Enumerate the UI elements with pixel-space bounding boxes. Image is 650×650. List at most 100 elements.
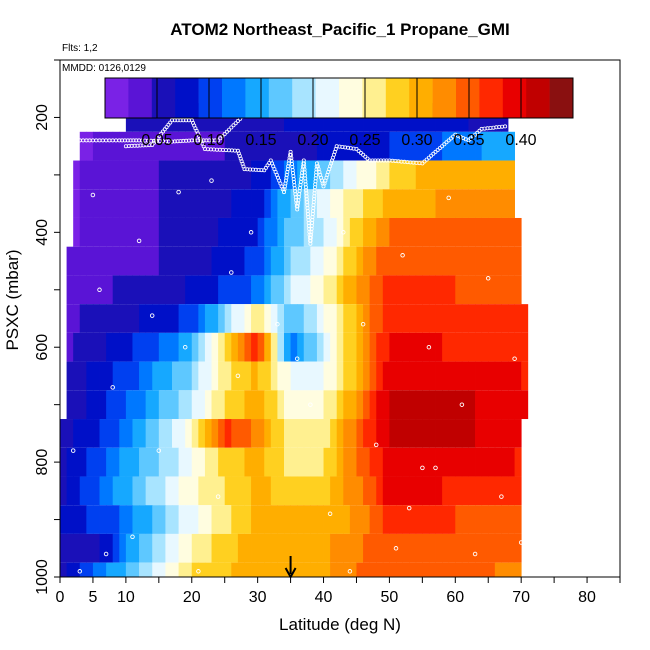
heatmap-cell (369, 390, 377, 420)
heatmap-cell (139, 217, 147, 247)
track-point (233, 121, 238, 126)
heatmap-cell (442, 246, 450, 276)
heatmap-cell (277, 332, 285, 362)
heatmap-cell (501, 217, 509, 247)
heatmap-cell (494, 131, 502, 161)
heatmap-cell (60, 562, 67, 577)
heatmap-cell (106, 160, 114, 190)
heatmap-cell (468, 217, 476, 247)
heatmap-cell (501, 361, 509, 391)
heatmap-cell (106, 476, 114, 506)
heatmap-cell (514, 246, 522, 276)
heatmap-cell (448, 332, 456, 362)
heatmap-cell (270, 562, 278, 577)
heatmap-cell (185, 189, 193, 218)
heatmap-cell (409, 332, 417, 362)
heatmap-cell (158, 246, 166, 276)
heatmap-cell (172, 131, 179, 161)
heatmap-cell (152, 390, 160, 420)
heatmap-cell (277, 361, 285, 391)
heatmap-cell (343, 217, 351, 247)
heatmap-cell (468, 390, 476, 420)
heatmap-cell (290, 304, 298, 333)
heatmap-cell (231, 476, 239, 506)
track-point (475, 130, 480, 135)
heatmap-cell (158, 447, 166, 477)
heatmap-cell (224, 476, 232, 506)
heatmap-cell (428, 361, 436, 391)
heatmap-cell (481, 505, 489, 534)
heatmap-cell (158, 419, 166, 448)
heatmap-cell (198, 304, 206, 333)
heatmap-cell (119, 562, 127, 577)
heatmap-cell (264, 476, 272, 506)
heatmap-cell (264, 189, 272, 218)
heatmap-cell (468, 562, 476, 577)
heatmap-cell (428, 562, 436, 577)
heatmap-cell (277, 189, 285, 218)
heatmap-cell (218, 476, 226, 506)
heatmap-cell (488, 189, 496, 218)
colorbar-frame (104, 77, 574, 119)
heatmap-cell (389, 447, 397, 477)
heatmap-cell (270, 160, 278, 190)
heatmap-cell (218, 246, 226, 276)
heatmap-cell (435, 160, 443, 190)
heatmap-cell (178, 275, 186, 305)
heatmap-cell (218, 217, 226, 247)
heatmap-cell (185, 217, 193, 247)
heatmap-cell (389, 533, 397, 563)
heatmap-cell (92, 332, 100, 362)
heatmap-cell (152, 160, 160, 190)
heatmap-cell (218, 160, 226, 190)
heatmap-cell (481, 390, 489, 420)
heatmap-cell (244, 476, 252, 506)
heatmap-cell (310, 217, 318, 247)
observation-point (70, 448, 76, 453)
heatmap-cell (106, 304, 114, 333)
heatmap-cell (73, 361, 81, 391)
heatmap-cell (79, 275, 87, 305)
heatmap-cell (442, 361, 450, 391)
heatmap-cell (369, 505, 377, 534)
heatmap-cell (336, 332, 344, 362)
heatmap-cell (231, 419, 239, 448)
heatmap-cell (409, 160, 417, 190)
observation-point (149, 313, 155, 318)
heatmap-cell (303, 419, 311, 448)
colorbar-swatch (362, 78, 387, 118)
heatmap-cell (86, 361, 94, 391)
heatmap-cell (494, 562, 502, 577)
heatmap-cell (396, 332, 403, 362)
heatmap-cell (514, 419, 522, 448)
heatmap-cell (257, 160, 265, 190)
colorbar-swatch (526, 78, 550, 118)
heatmap-cell (461, 275, 469, 305)
colorbar-tick-label: 0.05 (141, 132, 172, 149)
heatmap-cell (363, 447, 371, 477)
heatmap-cell (139, 332, 147, 362)
heatmap-cell (237, 160, 245, 190)
heatmap-cell (119, 275, 127, 305)
heatmap-cell (376, 533, 384, 563)
heatmap-cell (284, 447, 291, 477)
heatmap-cell (349, 189, 357, 218)
heatmap-cell (336, 533, 344, 563)
heatmap-cell (178, 131, 186, 161)
colorbar-swatch (175, 78, 199, 118)
heatmap-cell (343, 533, 351, 563)
heatmap-cell (251, 562, 259, 577)
heatmap-cell (514, 562, 522, 577)
heatmap-cell (455, 533, 463, 563)
heatmap-cell (349, 533, 357, 563)
heatmap-cell (481, 332, 489, 362)
heatmap-cell (303, 275, 311, 305)
track-point (370, 158, 375, 163)
heatmap-cell (475, 390, 483, 420)
heatmap-cell (336, 160, 344, 190)
heatmap-cell (178, 533, 186, 563)
heatmap-cell (303, 390, 311, 420)
heatmap-cell (237, 361, 245, 391)
heatmap-cell (92, 476, 100, 506)
heatmap-cell (218, 332, 226, 362)
